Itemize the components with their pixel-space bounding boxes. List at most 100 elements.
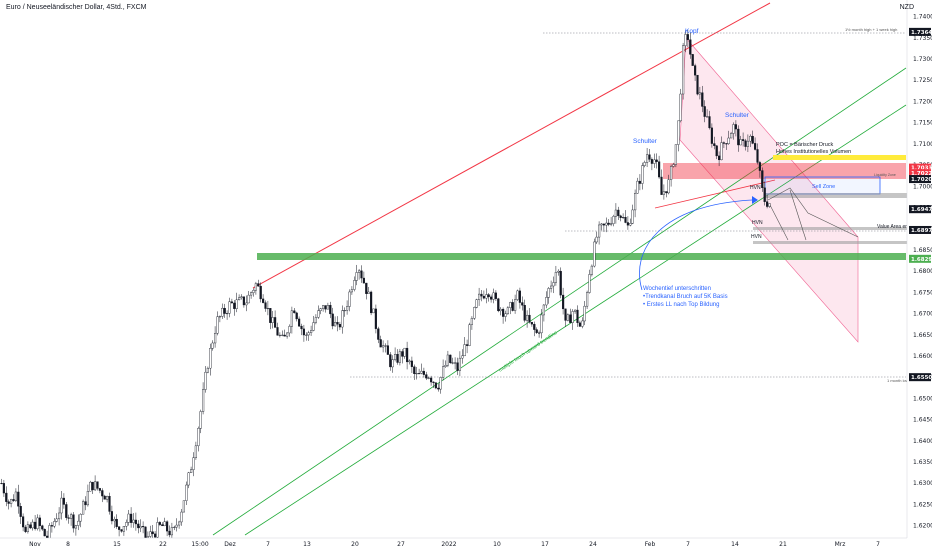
candle-body-300 [720,142,723,161]
candle-body-287 [689,39,692,55]
candle-body-156 [374,308,377,329]
candle-body-241 [578,322,581,327]
candle-body-113 [271,317,274,323]
candle-body-214 [514,299,517,311]
candle-body-184 [442,366,445,378]
candle-body-95 [228,301,231,314]
time-tick-17: 21 [779,541,787,548]
hvn-bar-1 [765,193,910,198]
candle-body-48 [115,518,118,527]
poc-yellow-line[interactable] [773,155,906,160]
price-tag-5: 1.6897 [911,228,932,234]
candle-body-5 [12,499,15,501]
time-tick-5: Dez [224,541,235,548]
poc-red-zone[interactable] [663,163,906,179]
candle-body-29 [69,514,73,519]
candle-body-299 [718,155,721,161]
price-tick-6: 1.7100 [913,141,932,148]
candle-body-206 [494,292,497,299]
candle-body-136 [326,305,329,310]
candle-body-297 [713,143,716,146]
candle-body-263 [631,209,634,224]
candle-body-41 [98,488,101,491]
candle-body-138 [331,313,334,327]
candle-body-280 [672,164,675,167]
candle-body-65 [156,522,159,538]
month-high-note: 1½ month high + 1 week high [845,27,897,32]
price-tag-bg-5 [909,225,931,234]
candle-body-186 [446,354,449,366]
candle-body-182 [437,387,440,390]
candle-body-0 [0,483,3,485]
candle-body-88 [211,342,214,349]
candle-body-103 [247,294,250,304]
candle-body-125 [300,325,303,330]
time-tick-8: 20 [351,541,359,548]
time-tick-15: 7 [686,541,690,548]
lower-uptrend-line[interactable] [212,67,907,536]
price-tag-7: 1.6550 [911,375,932,381]
time-tick-14: Feb [645,541,656,548]
time-tick-1: 8 [66,541,70,548]
candle-body-209 [502,308,505,317]
candle-body-33 [79,513,82,522]
candle-body-303 [727,137,730,144]
support-zone-band[interactable] [257,253,906,260]
candle-body-240 [576,309,579,323]
candle-body-227 [545,297,548,306]
candle-body-159 [382,345,385,348]
candle-body-94 [225,313,229,315]
neckline-trendline[interactable] [654,179,776,209]
time-tick-3: 22 [159,541,167,548]
price-tick-5: 1.7150 [913,120,932,127]
candle-body-212 [509,302,512,308]
price-axis-panel[interactable] [907,0,932,550]
candle-body-284 [682,45,685,95]
price-tick-21: 1.6350 [913,459,932,466]
candle-body-266 [638,180,641,184]
candle-body-237 [569,314,572,323]
time-tick-6: 7 [266,541,270,548]
candle-body-75 [180,511,183,523]
candle-body-171 [410,360,413,367]
symbol-title[interactable]: Euro / Neuseeländischer Dollar, 4Std., F… [6,4,147,11]
candle-body-226 [542,304,545,316]
candle-body-154 [370,291,373,314]
candle-body-43 [103,495,106,500]
candle-body-107 [257,283,260,287]
candle-body-316 [758,162,761,171]
candle-body-162 [389,354,392,368]
candle-body-58 [139,526,142,529]
candle-body-23 [55,518,58,522]
hvn-label-2: HVN [752,220,763,226]
candle-body-30 [72,514,75,529]
candle-body-161 [386,345,389,355]
candle-body-24 [58,512,61,520]
candle-body-105 [252,290,255,293]
candle-body-176 [422,370,425,375]
price-tag-bg-7 [909,373,931,382]
candle-body-53 [127,513,130,523]
candle-body-42 [101,490,104,497]
candle-body-242 [581,320,584,327]
time-axis-panel[interactable] [0,538,907,550]
candle-body-22 [53,521,56,527]
candle-body-236 [566,314,569,321]
candle-body-295 [708,116,711,129]
candle-body-89 [213,333,217,344]
candle-body-148 [355,272,358,281]
candle-body-210 [504,313,507,317]
candle-body-238 [571,311,574,323]
price-tick-15: 1.6650 [913,332,932,339]
candle-body-9 [22,516,25,528]
price-tag-3: 1.7020 [911,177,932,183]
candle-body-247 [593,241,596,267]
candle-body-294 [706,116,709,118]
price-tick-0: 1.7400 [913,14,932,21]
candle-body-110 [264,302,267,309]
candle-body-302 [725,143,728,145]
candle-body-224 [538,332,541,334]
price-tag-6: 1.6829 [911,257,932,263]
candle-body-257 [617,209,620,217]
